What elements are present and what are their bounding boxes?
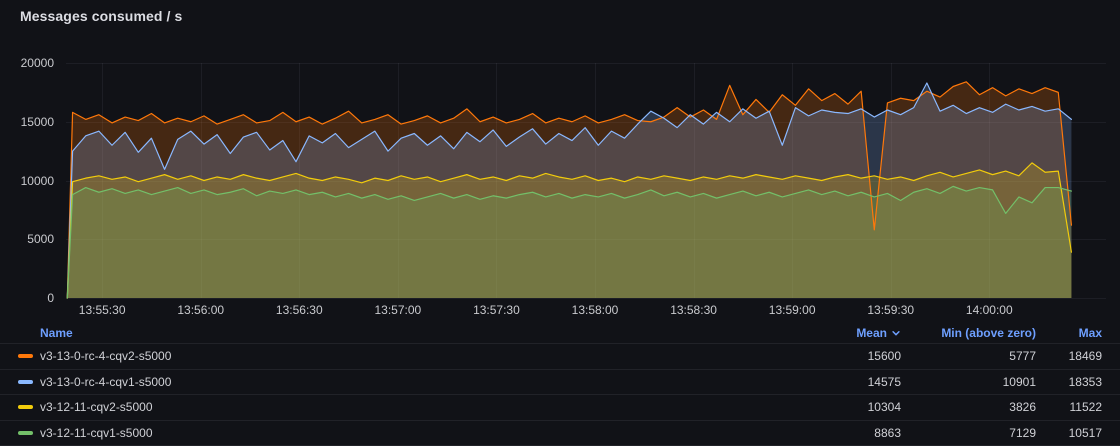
legend-table: Name Mean Min (above zero) Max v3-13-0-r… — [0, 322, 1120, 446]
series-name: v3-13-0-rc-4-cqv1-s5000 — [40, 375, 171, 389]
series-color-swatch[interactable] — [18, 380, 33, 384]
series-max: 18469 — [1036, 349, 1102, 363]
series-color-swatch[interactable] — [18, 354, 33, 358]
x-tick-label: 13:56:30 — [276, 303, 323, 317]
series-color-swatch[interactable] — [18, 405, 33, 409]
series-min: 5777 — [901, 349, 1036, 363]
series-min: 3826 — [901, 400, 1036, 414]
legend-header-mean-label: Mean — [856, 326, 887, 340]
series-name: v3-13-0-rc-4-cqv2-s5000 — [40, 349, 171, 363]
x-tick-label: 13:58:00 — [572, 303, 619, 317]
time-series-chart: 0 5000 10000 15000 20000 13:55:30 13:56:00 13:… — [0, 0, 1120, 320]
legend-series-toggle[interactable]: v3-12-11-cqv2-s5000 — [0, 400, 781, 414]
legend-row: v3-12-11-cqv1-s5000 8863 7129 10517 — [0, 421, 1120, 446]
legend-row: v3-12-11-cqv2-s5000 10304 3826 11522 — [0, 395, 1120, 421]
series-mean: 15600 — [781, 349, 901, 363]
x-tick-label: 13:56:00 — [177, 303, 224, 317]
sort-desc-icon — [891, 328, 901, 338]
x-tick-label: 13:59:30 — [867, 303, 914, 317]
y-tick-label: 20000 — [0, 57, 54, 69]
legend-header-mean[interactable]: Mean — [781, 326, 901, 340]
legend-series-toggle[interactable]: v3-13-0-rc-4-cqv2-s5000 — [0, 349, 781, 363]
legend-row: v3-13-0-rc-4-cqv1-s5000 14575 10901 1835… — [0, 370, 1120, 396]
legend-header-row: Name Mean Min (above zero) Max — [0, 322, 1120, 344]
x-tick-label: 13:55:30 — [79, 303, 126, 317]
y-tick-label: 15000 — [0, 116, 54, 128]
series-mean: 10304 — [781, 400, 901, 414]
y-tick-label: 0 — [0, 292, 54, 304]
x-tick-label: 13:57:00 — [374, 303, 421, 317]
legend-series-toggle[interactable]: v3-13-0-rc-4-cqv1-s5000 — [0, 375, 781, 389]
x-tick-label: 13:57:30 — [473, 303, 520, 317]
series-color-swatch[interactable] — [18, 431, 33, 435]
legend-header-max[interactable]: Max — [1036, 326, 1102, 340]
series-max: 18353 — [1036, 375, 1102, 389]
y-tick-label: 10000 — [0, 175, 54, 187]
chart-canvas[interactable] — [0, 0, 1120, 320]
legend-header-min[interactable]: Min (above zero) — [901, 326, 1036, 340]
y-tick-label: 5000 — [0, 233, 54, 245]
series-mean: 14575 — [781, 375, 901, 389]
x-tick-label: 13:59:00 — [769, 303, 816, 317]
legend-header-name[interactable]: Name — [0, 326, 781, 340]
legend-row: v3-13-0-rc-4-cqv2-s5000 15600 5777 18469 — [0, 344, 1120, 370]
x-tick-label: 14:00:00 — [966, 303, 1013, 317]
x-tick-label: 13:58:30 — [670, 303, 717, 317]
series-max: 11522 — [1036, 400, 1102, 414]
series-min: 10901 — [901, 375, 1036, 389]
series-name: v3-12-11-cqv2-s5000 — [40, 400, 153, 414]
